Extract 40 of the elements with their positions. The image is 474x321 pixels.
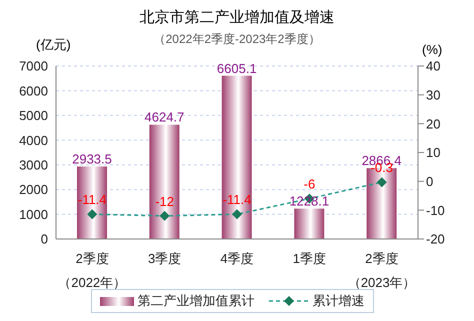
x-tick-label: 1季度: [292, 251, 326, 266]
data-label: 6605.1: [216, 60, 257, 76]
y2-axis-title: (%): [422, 42, 442, 57]
chart-title: 北京市第二产业增加值及增速: [138, 8, 336, 27]
legend-label: 第二产业增加值累计: [138, 292, 254, 310]
y2-tick-label: 30: [426, 87, 440, 102]
y-axis-title: (亿元): [36, 36, 71, 54]
data-label: -12: [155, 194, 174, 209]
y-tick-label: 3000: [19, 157, 48, 172]
x-tick-label: 2季度: [76, 251, 109, 266]
y2-tick-label: 40: [426, 58, 440, 74]
data-label: 4624.7: [144, 110, 184, 125]
y-tick-label: 1000: [19, 206, 48, 222]
y2-tick-label: 10: [426, 145, 440, 160]
bar: [77, 166, 107, 239]
data-label: 1228.1: [289, 194, 330, 209]
y2-tick-label: 20: [426, 116, 440, 132]
x-tick-label: 4季度: [220, 251, 254, 266]
data-label: -6: [304, 176, 316, 192]
bar: [294, 208, 324, 239]
data-label: -11.4: [78, 192, 107, 208]
data-label: 2933.5: [72, 152, 112, 166]
y-tick-label: 5000: [19, 108, 48, 124]
chart-subtitle: （2022年2季度-2023年2季度）: [154, 32, 320, 46]
text: （2023年）: [348, 275, 416, 290]
y-tick-label: 7000: [19, 58, 48, 74]
y-tick-label: 0: [40, 232, 48, 247]
data-label: -11.4: [222, 192, 252, 208]
x-tick-label: 3季度: [148, 251, 182, 266]
text: （2022年）: [58, 275, 126, 290]
bar: [149, 124, 180, 239]
y-tick-label: 4000: [19, 132, 48, 148]
x-tick-label: 2季度: [365, 251, 398, 266]
y-tick-label: 6000: [19, 83, 48, 98]
y2-tick-label: -10: [426, 202, 445, 218]
y-tick-label: 2000: [19, 182, 48, 198]
y2-tick-label: -20: [426, 232, 445, 247]
legend-label: 累计增速: [312, 292, 364, 310]
bar: [222, 76, 252, 239]
y2-tick-label: 0: [426, 174, 434, 189]
